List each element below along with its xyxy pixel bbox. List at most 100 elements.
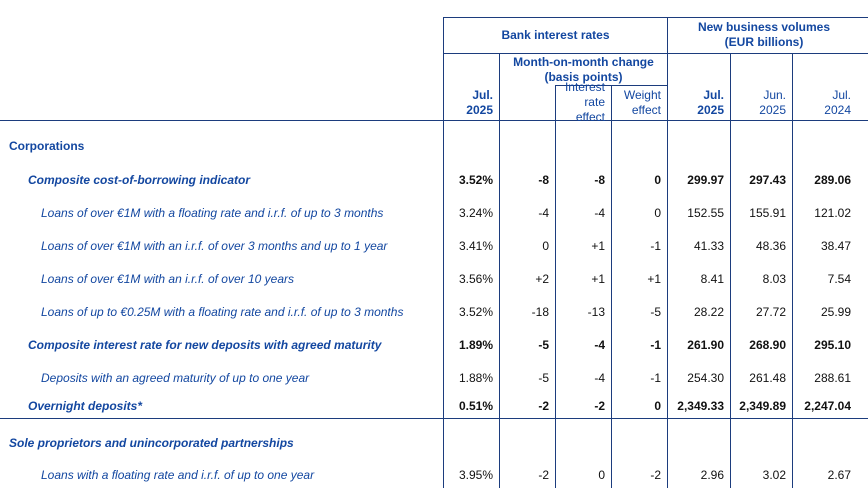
volume-jun2025-cell: 27.72: [755, 304, 786, 319]
new-business-volumes-line2: (EUR billions): [724, 35, 804, 49]
volume-jul2025-cell: 299.97: [687, 172, 724, 187]
volume-jun2025-cell: 3.02: [762, 468, 786, 482]
interest-rate-effect-cell: 0: [598, 468, 605, 482]
interest-rate-effect-cell: -13: [587, 304, 605, 319]
weight-effect-cell: -1: [650, 337, 661, 352]
new-business-volumes-line1: New business volumes: [697, 20, 831, 34]
grid-line-volumes-left: [667, 17, 668, 488]
weight-effect-line1: Weight: [623, 87, 661, 102]
volume-jun2025-cell: 297.43: [749, 172, 786, 187]
column-header-volume-jul-2025: Jul. 2025: [668, 85, 724, 120]
vol-jul-2024-line2: 2024: [824, 102, 851, 117]
volume-jul2025-cell: 8.41: [700, 271, 724, 286]
interest-rate-effect-cell: -4: [594, 205, 605, 220]
interest-rate-effect-line1: Interest: [564, 80, 605, 94]
mom-change-cell: 0: [542, 238, 549, 253]
interest-rate-effect-cell: +1: [591, 238, 605, 253]
grid-line-vol2-right: [792, 53, 793, 488]
weight-effect-cell: 0: [654, 205, 661, 220]
column-header-volume-jul-2024: Jul. 2024: [792, 85, 851, 120]
vol-jul-2024-line1: Jul.: [832, 87, 851, 102]
weight-effect-cell: -1: [650, 370, 661, 385]
weight-effect-cell: 0: [654, 399, 661, 413]
grid-line-under-column-headers: [0, 120, 868, 121]
grid-line-section-separator: [0, 418, 868, 419]
volume-jul2025-cell: 28.22: [693, 304, 724, 319]
volume-jun2025-cell: 2,349.89: [739, 399, 786, 413]
volume-jul2024-cell: 2,247.04: [804, 399, 851, 413]
rate-cell: 3.95%: [458, 468, 493, 482]
mom-change-line2: (basis points): [544, 69, 623, 84]
table-row-overnight-deposits: Overnight deposits* 0.51% -2 -2 0 2,349.…: [0, 394, 868, 418]
volume-jun2025-cell: 268.90: [749, 337, 786, 352]
row-label: Loans with a floating rate and i.r.f. of…: [41, 468, 315, 482]
table-row-loans-floating-1y: Loans with a floating rate and i.r.f. of…: [0, 462, 868, 488]
interest-rate-effect-cell: -2: [594, 399, 605, 413]
row-label: Deposits with an agreed maturity of up t…: [41, 370, 310, 385]
mom-change-cell: +2: [535, 271, 549, 286]
volume-jul2025-cell: 2.96: [700, 468, 724, 482]
table-row-corporations: Corporations: [0, 121, 868, 163]
row-label: Loans of up to €0.25M with a floating ra…: [41, 304, 404, 319]
volume-jul2024-cell: 121.02: [814, 205, 851, 220]
rate-cell: 3.24%: [458, 205, 493, 220]
volume-jul2025-cell: 2,349.33: [677, 399, 724, 413]
mom-change-cell: -18: [531, 304, 549, 319]
rate-cell: 3.56%: [458, 271, 493, 286]
row-label: Corporations: [9, 138, 85, 153]
grid-line-ire-right: [611, 85, 612, 488]
grid-line-vol1-right: [730, 53, 731, 488]
volume-jul2025-cell: 261.90: [687, 337, 724, 352]
row-label: Sole proprietors and unincorporated part…: [9, 435, 294, 450]
mom-change-cell: -4: [538, 205, 549, 220]
rate-cell: 3.41%: [458, 238, 493, 253]
weight-effect-cell: -5: [650, 304, 661, 319]
weight-effect-line2: effect: [631, 102, 661, 117]
row-label: Composite cost-of-borrowing indicator: [28, 172, 250, 187]
volume-jul2024-cell: 25.99: [820, 304, 851, 319]
mom-change-cell: -5: [538, 370, 549, 385]
table-row-deposits-1y: Deposits with an agreed maturity of up t…: [0, 361, 868, 394]
interest-rate-effect-cell: -8: [594, 172, 605, 187]
vol-jul-2025-line1: Jul.: [703, 87, 724, 102]
column-header-rate-jul-2025: Jul. 2025: [443, 85, 493, 120]
row-label: Composite interest rate for new deposits…: [28, 337, 382, 352]
bank-interest-rates-header: Bank interest rates: [444, 17, 667, 53]
table-row-composite-deposits: Composite interest rate for new deposits…: [0, 328, 868, 361]
table-row-loans-floating-3m: Loans of over €1M with a floating rate a…: [0, 196, 868, 229]
column-header-volume-jun-2025: Jun. 2025: [730, 85, 786, 120]
grid-line-mom-right: [555, 85, 556, 488]
weight-effect-cell: -2: [650, 468, 661, 482]
rate-cell: 3.52%: [458, 172, 493, 187]
rate-cell: 1.89%: [458, 337, 493, 352]
new-business-volumes-header: New business volumes (EUR billions): [668, 17, 860, 53]
table-row-loans-irf-10y: Loans of over €1M with an i.r.f. of over…: [0, 262, 868, 295]
grid-line-under-group-headers: [443, 53, 868, 54]
rate-cell: 1.88%: [458, 370, 493, 385]
volume-jul2024-cell: 38.47: [820, 238, 851, 253]
mom-change-line1: Month-on-month change: [513, 54, 654, 69]
month-on-month-change-header: Month-on-month change (basis points): [500, 54, 667, 85]
volume-jul2024-cell: 2.67: [827, 468, 851, 482]
vol-jun-2025-line1: Jun.: [763, 87, 786, 102]
interest-rate-effect-cell: -4: [594, 370, 605, 385]
volume-jun2025-cell: 261.48: [749, 370, 786, 385]
interest-rate-effect-line2: rate effect: [575, 95, 605, 124]
volume-jul2024-cell: 289.06: [814, 172, 851, 187]
bank-interest-rates-label: Bank interest rates: [501, 27, 610, 42]
mom-change-cell: -2: [538, 468, 549, 482]
weight-effect-cell: +1: [647, 271, 661, 286]
mom-change-cell: -5: [538, 337, 549, 352]
row-label: Loans of over €1M with an i.r.f. of over…: [41, 238, 388, 253]
table-row-loans-irf-3m-1y: Loans of over €1M with an i.r.f. of over…: [0, 229, 868, 262]
column-header-weight-effect: Weight effect: [611, 85, 661, 120]
table-row-sole-proprietors: Sole proprietors and unincorporated part…: [0, 418, 868, 462]
volume-jul2025-cell: 41.33: [693, 238, 724, 253]
volume-jun2025-cell: 8.03: [762, 271, 786, 286]
volume-jun2025-cell: 48.36: [755, 238, 786, 253]
rate-period-line1: Jul.: [472, 87, 493, 102]
volume-jun2025-cell: 155.91: [749, 205, 786, 220]
vol-jun-2025-line2: 2025: [759, 102, 786, 117]
interest-rate-effect-cell: +1: [591, 271, 605, 286]
